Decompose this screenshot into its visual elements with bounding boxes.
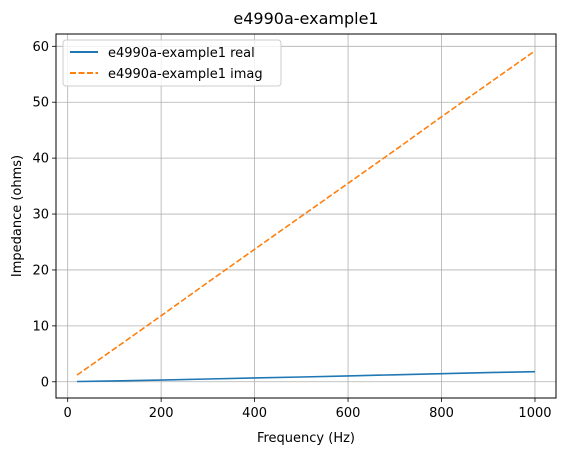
y-tick-label: 0 — [41, 375, 49, 390]
y-tick-label: 30 — [32, 208, 49, 223]
chart-title: e4990a-example1 — [233, 9, 378, 28]
legend: e4990a-example1 real e4990a-example1 ima… — [62, 39, 282, 87]
x-axis-label: Frequency (Hz) — [257, 431, 355, 446]
x-tick-label: 200 — [149, 406, 174, 421]
x-tick-label: 800 — [429, 406, 454, 421]
y-tick-label: 60 — [32, 40, 49, 55]
x-tick-label: 400 — [242, 406, 267, 421]
x-axis-ticks: 0 200 400 600 800 1000 — [64, 398, 552, 421]
series-line-imag — [76, 50, 536, 376]
y-tick-label: 50 — [32, 96, 49, 111]
legend-label-real: e4990a-example1 real — [108, 46, 255, 61]
legend-box — [62, 39, 282, 87]
y-tick-label: 40 — [32, 152, 49, 167]
y-tick-label: 10 — [32, 319, 49, 334]
grid-lines — [56, 34, 556, 398]
series-layer — [76, 50, 536, 383]
x-tick-label: 600 — [336, 406, 361, 421]
plot-frame — [55, 33, 557, 399]
x-tick-label: 1000 — [518, 406, 551, 421]
series-line-real — [76, 370, 536, 383]
y-tick-label: 20 — [32, 263, 49, 278]
legend-label-imag: e4990a-example1 imag — [108, 67, 263, 82]
x-tick-label: 0 — [64, 406, 72, 421]
y-axis-label: Impedance (ohms) — [10, 155, 25, 277]
y-axis-ticks: 0 10 20 30 40 50 60 — [32, 40, 56, 390]
